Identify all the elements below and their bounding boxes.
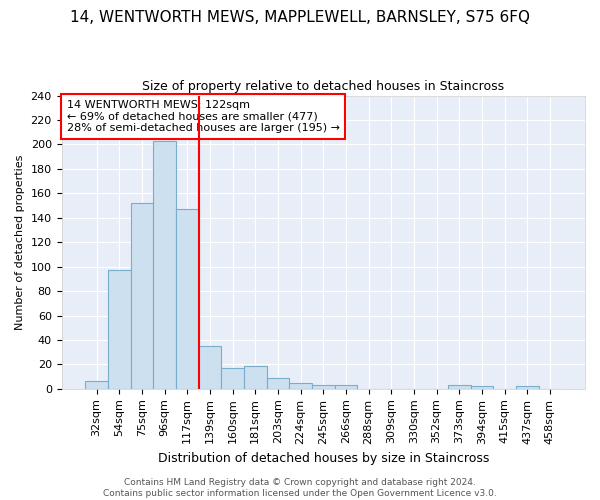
Bar <box>244 366 266 389</box>
Bar <box>221 368 244 389</box>
Bar <box>108 270 131 389</box>
Bar <box>289 382 312 389</box>
Text: 14, WENTWORTH MEWS, MAPPLEWELL, BARNSLEY, S75 6FQ: 14, WENTWORTH MEWS, MAPPLEWELL, BARNSLEY… <box>70 10 530 25</box>
Bar <box>131 203 154 389</box>
X-axis label: Distribution of detached houses by size in Staincross: Distribution of detached houses by size … <box>158 452 489 465</box>
Y-axis label: Number of detached properties: Number of detached properties <box>15 154 25 330</box>
Bar <box>448 385 470 389</box>
Bar <box>154 141 176 389</box>
Title: Size of property relative to detached houses in Staincross: Size of property relative to detached ho… <box>142 80 505 93</box>
Bar <box>470 386 493 389</box>
Bar <box>176 209 199 389</box>
Bar <box>199 346 221 389</box>
Bar <box>312 385 335 389</box>
Bar <box>516 386 539 389</box>
Text: 14 WENTWORTH MEWS: 122sqm
← 69% of detached houses are smaller (477)
28% of semi: 14 WENTWORTH MEWS: 122sqm ← 69% of detac… <box>67 100 340 133</box>
Bar <box>335 385 357 389</box>
Text: Contains HM Land Registry data © Crown copyright and database right 2024.
Contai: Contains HM Land Registry data © Crown c… <box>103 478 497 498</box>
Bar <box>85 382 108 389</box>
Bar <box>266 378 289 389</box>
